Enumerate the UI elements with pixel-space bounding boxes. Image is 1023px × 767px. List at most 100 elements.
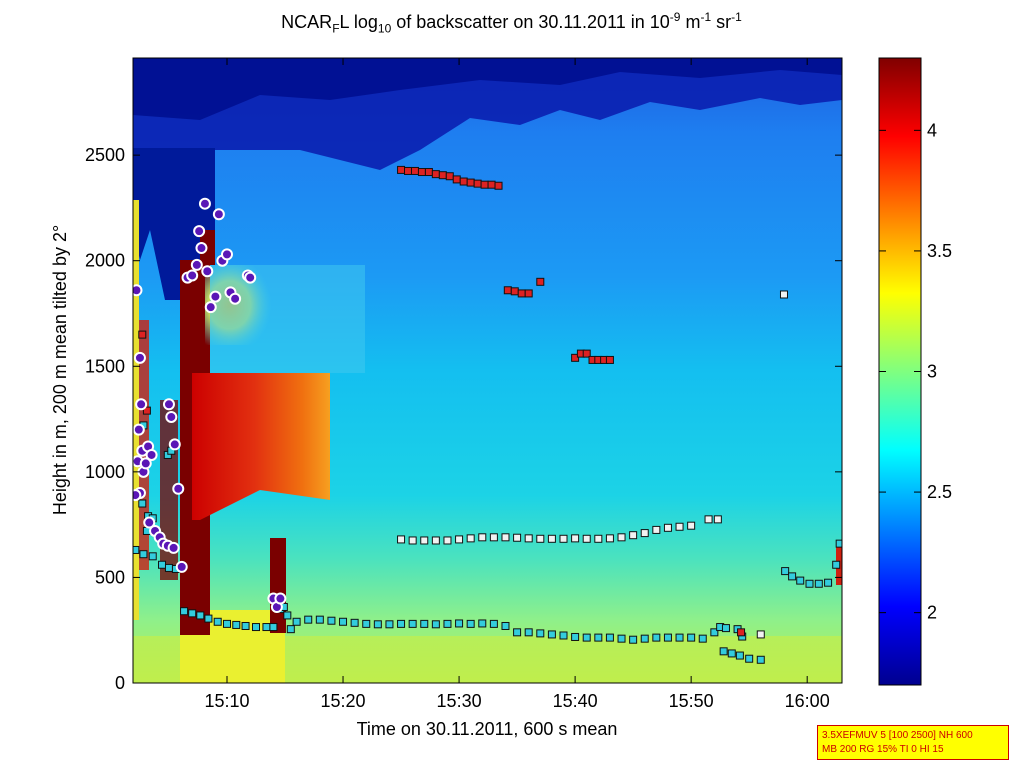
boundary-layer-marker	[286, 625, 295, 634]
settings-line-2: MB 200 RG 15% TI 0 HI 15	[822, 744, 944, 755]
boundary-layer-marker	[788, 572, 797, 581]
plume-halo	[210, 265, 365, 373]
y-axis-label: Height in m, 200 m mean tilted by 2°	[50, 225, 70, 515]
aerosol-marker	[133, 284, 143, 297]
cloud-layer-marker	[466, 178, 475, 187]
layer-top-marker	[536, 534, 545, 543]
cloud-layer-marker	[571, 353, 580, 362]
aerosol-marker	[190, 258, 203, 271]
cloud-layer-marker	[142, 406, 151, 415]
boundary-layer-marker	[832, 560, 841, 569]
aerosol-marker	[186, 269, 199, 282]
colorbar-tick-label: 4	[927, 120, 937, 140]
aerosol-marker	[220, 248, 233, 261]
layer-top-marker	[420, 536, 429, 545]
boundary-layer-marker	[241, 621, 250, 630]
layer-top-marker	[501, 533, 510, 542]
boundary-layer-marker	[283, 611, 292, 620]
aerosol-marker	[175, 560, 188, 573]
x-tick-label: 15:40	[553, 691, 598, 711]
boundary-layer-marker	[350, 618, 359, 627]
colorbar-tick-label: 3	[927, 362, 937, 382]
layer-top-marker	[713, 515, 722, 524]
cloud-layer-marker	[494, 181, 503, 190]
cloud-layer-marker	[524, 289, 533, 298]
layer-top-marker	[605, 534, 614, 543]
title-superscript: -1	[700, 10, 712, 24]
boundary-layer-marker	[559, 631, 568, 640]
marker-layer	[133, 165, 842, 664]
cloud-layer-marker	[445, 172, 454, 181]
cloud-layer-marker	[138, 330, 147, 339]
aerosol-marker	[165, 410, 178, 423]
boundary-layer-marker	[805, 579, 814, 588]
aerosol-marker	[162, 398, 175, 411]
aerosol-marker	[212, 208, 225, 221]
boundary-layer-marker	[814, 579, 823, 588]
boundary-layer-marker	[835, 539, 842, 548]
layer-top-marker	[652, 525, 661, 534]
layer-top-marker	[779, 290, 788, 299]
layer-top-marker	[466, 534, 475, 543]
aerosol-marker	[168, 438, 181, 451]
boundary-layer-marker	[304, 615, 313, 624]
boundary-layer-marker	[687, 633, 696, 642]
boundary-layer-marker	[824, 578, 833, 587]
layer-top-marker	[617, 533, 626, 542]
layer-top-marker	[704, 515, 713, 524]
layer-top-marker	[582, 534, 591, 543]
boundary-layer-marker	[385, 620, 394, 629]
boundary-layer-marker	[719, 647, 728, 656]
boundary-layer-marker	[489, 619, 498, 628]
boundary-layer-marker	[213, 617, 222, 626]
boundary-layer-marker	[164, 563, 173, 572]
cloud-layer-marker	[404, 166, 413, 175]
cloud-layer-marker	[417, 168, 426, 177]
boundary-layer-marker	[501, 621, 510, 630]
title-superscript: -1	[731, 10, 742, 24]
boundary-layer-marker	[292, 617, 301, 626]
x-tick-label: 15:30	[437, 691, 482, 711]
layer-top-marker	[687, 521, 696, 530]
layer-top-marker	[756, 630, 765, 639]
boundary-layer-marker	[640, 634, 649, 643]
colorbar-tick-label: 2.5	[927, 482, 952, 502]
colorbar-axis: 2 2.5 3 3.5 4	[879, 120, 952, 623]
title-text: L log	[339, 12, 378, 32]
x-tick-label: 15:50	[669, 691, 714, 711]
layer-top-marker	[559, 534, 568, 543]
cloud-layer-marker	[737, 628, 746, 637]
y-tick-label: 1000	[85, 462, 125, 482]
cloud-layer-marker	[459, 177, 468, 186]
boundary-layer-marker	[735, 651, 744, 660]
title-text: NCAR	[281, 12, 333, 32]
y-tick-label: 500	[95, 567, 125, 587]
aerosol-marker	[201, 265, 214, 278]
title-subscript: F	[332, 21, 340, 36]
cloud-layer-marker	[438, 171, 447, 180]
aerosol-marker	[172, 482, 185, 495]
layer-top-marker	[547, 534, 556, 543]
cloud-layer-marker	[605, 355, 614, 364]
layer-top-marker	[478, 533, 487, 542]
y-axis: 0 500 1000 1500 2000 2500	[85, 145, 842, 693]
cloud-layer-marker	[536, 277, 545, 286]
title-text: sr	[711, 12, 732, 32]
title-subscript: 10	[377, 21, 392, 36]
boundary-layer-marker	[675, 633, 684, 642]
boundary-layer-marker	[262, 623, 271, 632]
layer-top-marker	[675, 522, 684, 531]
boundary-layer-marker	[571, 632, 580, 641]
layer-top-marker	[513, 533, 522, 542]
settings-line-1: 3.5XEFMUV 5 [100 2500] NH 600	[822, 730, 973, 741]
boundary-layer-marker	[594, 633, 603, 642]
boundary-layer-marker	[756, 655, 765, 664]
title-superscript: -9	[669, 10, 681, 24]
cloud-layer-marker	[397, 165, 406, 174]
cloud-layer-marker	[503, 286, 512, 295]
boundary-layer-marker	[315, 615, 324, 624]
boundary-layer-marker	[629, 635, 638, 644]
boundary-layer-marker	[252, 623, 261, 632]
heatmap-area	[133, 58, 842, 683]
